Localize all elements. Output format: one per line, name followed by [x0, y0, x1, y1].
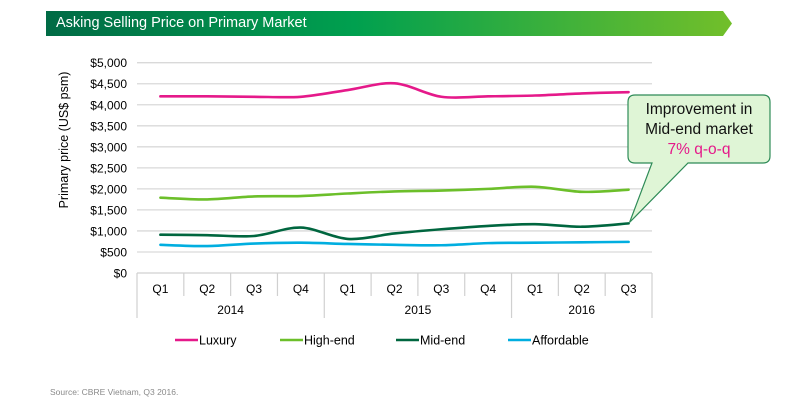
y-tick-label: $4,000: [90, 98, 127, 112]
y-tick-label: $2,000: [90, 182, 127, 196]
x-tick-label: Q3: [621, 282, 637, 296]
x-tick-label: Q4: [293, 282, 309, 296]
series-line-high-end: [159, 185, 630, 201]
x-tick-label: Q1: [152, 282, 168, 296]
annotation-highlight: 7% q-o-q: [667, 141, 731, 158]
y-axis-ticks: $0 $500 $1,000 $1,500 $2,000 $2,500 $3,000 $3,5…: [90, 56, 127, 280]
x-tick-label: Q1: [340, 282, 356, 296]
legend-item-mid-end: Mid-end: [396, 334, 465, 348]
x-tick-label: Q2: [199, 282, 215, 296]
annotation-line-2: Mid-end market: [645, 121, 753, 138]
callout-bubble: [627, 94, 771, 223]
legend-label: High-end: [304, 334, 355, 348]
annotation-text: Improvement in Mid-end market 7% q-o-q: [628, 100, 770, 160]
legend-item-high-end: High-end: [280, 334, 355, 348]
y-tick-label: $1,500: [90, 203, 127, 217]
y-axis-title: Primary price (US$ psm): [57, 72, 71, 209]
y-tick-label: $5,000: [90, 56, 127, 70]
series-lines: [159, 81, 630, 248]
series-line-mid-end: [159, 222, 630, 241]
annotation-callout: [627, 94, 771, 223]
title-banner-shape: [46, 11, 732, 36]
x-tick-label: Q3: [246, 282, 262, 296]
x-tick-label: Q2: [386, 282, 402, 296]
y-tick-label: $3,500: [90, 119, 127, 133]
y-tick-label: $1,000: [90, 224, 127, 238]
x-group-label: 2016: [568, 303, 595, 317]
x-group-label: 2015: [405, 303, 432, 317]
annotation-line-1: Improvement in: [645, 101, 753, 118]
legend-item-luxury: Luxury: [175, 334, 237, 348]
legend-label: Mid-end: [420, 334, 465, 348]
gridlines: [137, 62, 652, 253]
y-tick-label: $3,000: [90, 140, 127, 154]
page-title: Asking Selling Price on Primary Market: [56, 15, 307, 31]
source-note: Source: CBRE Vietnam, Q3 2016.: [50, 387, 179, 397]
series-line-affordable: [159, 240, 630, 248]
x-tick-label: Q1: [527, 282, 543, 296]
y-tick-label: $2,500: [90, 161, 127, 175]
legend-label: Luxury: [199, 334, 237, 348]
legend-label: Affordable: [532, 334, 589, 348]
y-tick-label: $4,500: [90, 77, 127, 91]
x-tick-label: Q3: [433, 282, 449, 296]
title-banner: Asking Selling Price on Primary Market: [46, 11, 732, 36]
y-tick-label: $500: [100, 245, 127, 259]
series-line-luxury: [159, 81, 630, 99]
x-tick-label: Q4: [480, 282, 496, 296]
legend: Luxury High-end Mid-end Affordable: [175, 334, 589, 348]
x-tick-label: Q2: [574, 282, 590, 296]
x-group-label: 2014: [217, 303, 244, 317]
y-tick-label: $0: [114, 267, 128, 281]
legend-item-affordable: Affordable: [508, 334, 589, 348]
